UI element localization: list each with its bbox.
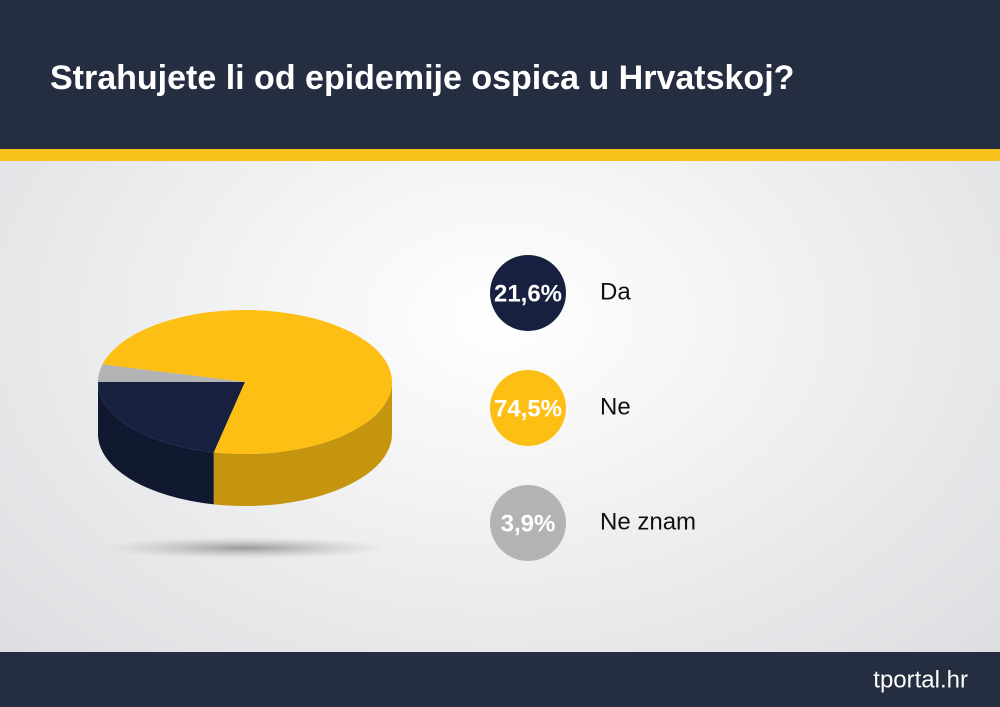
slice	[102, 310, 392, 454]
legend-label: Da	[600, 278, 631, 305]
pie-shadow	[100, 537, 390, 559]
legend-label: Ne znam	[600, 508, 696, 535]
legend-marker	[490, 485, 566, 561]
header-stripe	[0, 149, 1000, 161]
slice-side-shade	[213, 382, 392, 506]
legend-label: Ne	[600, 393, 631, 420]
value-label: 21,6%	[494, 280, 562, 307]
slice-side	[97, 382, 214, 505]
slice	[97, 382, 245, 453]
slice	[98, 364, 245, 382]
value-label: 3,9%	[501, 510, 556, 537]
header	[0, 0, 1000, 149]
chart-title: Strahujete li od epidemije ospica u Hrva…	[50, 59, 794, 97]
slice-side	[213, 382, 392, 506]
slice-side-shade	[97, 382, 214, 505]
footer	[0, 652, 1000, 707]
legend-marker	[490, 255, 566, 331]
value-label: 74,5%	[494, 395, 562, 422]
legend-marker	[490, 370, 566, 446]
brand: tportal.hr	[873, 666, 968, 693]
